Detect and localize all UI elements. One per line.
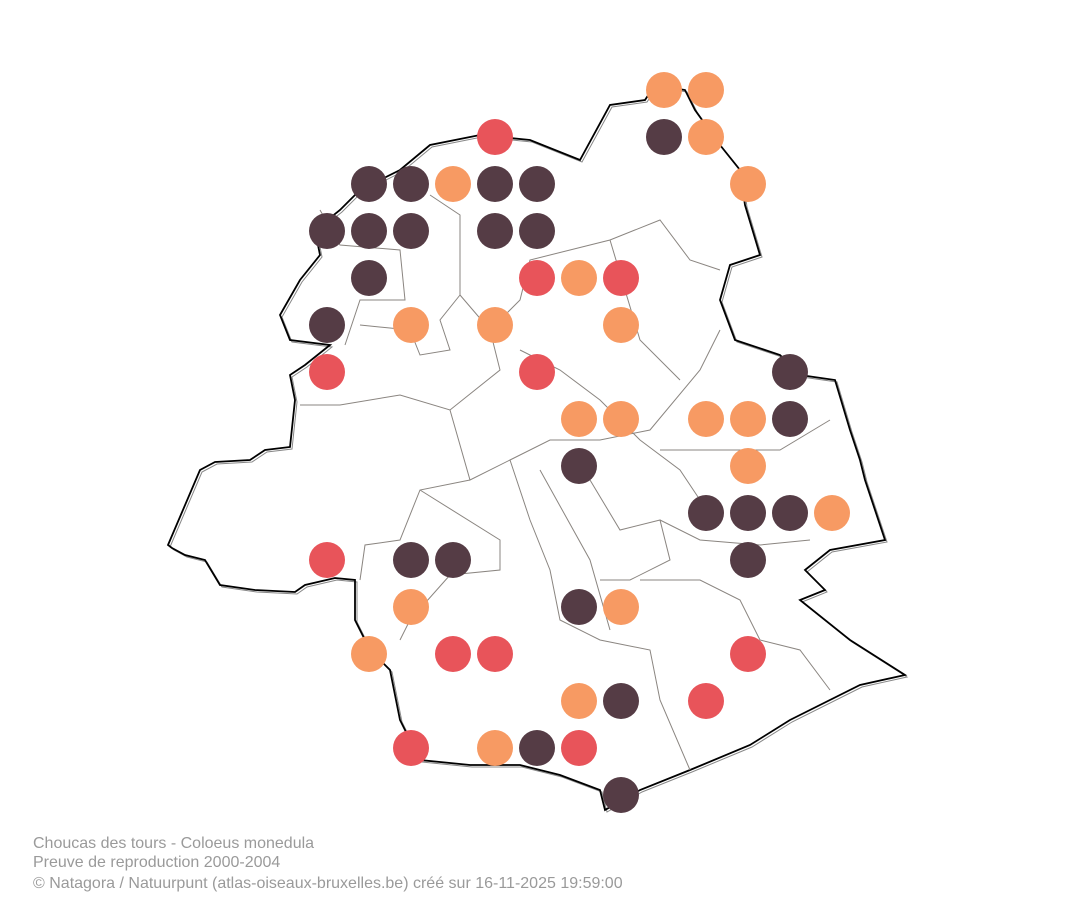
caption-period: Preuve de reproduction 2000-2004 (33, 854, 281, 871)
map (166, 72, 909, 813)
observation-dots (309, 72, 850, 813)
caption-credit: © Natagora / Natuurpunt (atlas-oiseaux-b… (33, 875, 623, 892)
caption-species: Choucas des tours - Coloeus monedula (33, 835, 315, 852)
